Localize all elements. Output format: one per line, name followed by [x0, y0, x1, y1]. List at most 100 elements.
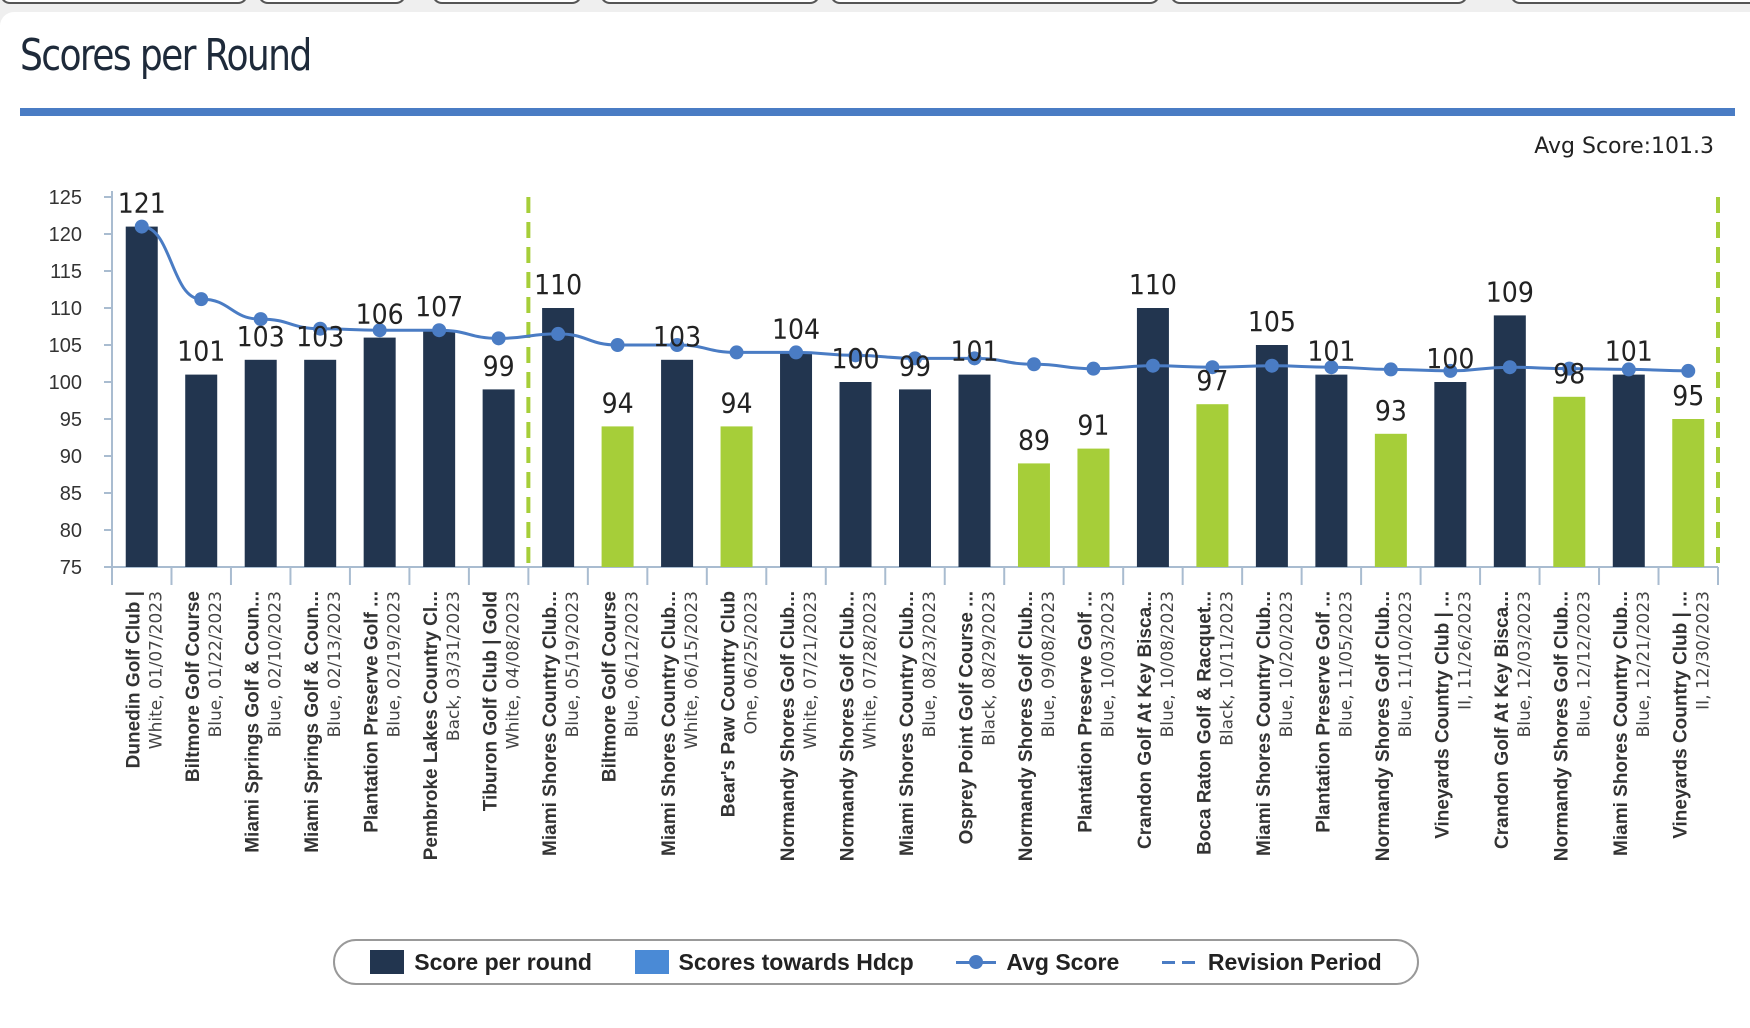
category-tee-date: One, 06/25/2023 [742, 591, 762, 734]
bar-value-label: 99 [899, 349, 931, 382]
y-tick-label: 85 [60, 483, 82, 505]
x-category-label: Plantation Preserve Golf ... Blue, 02/19/… [362, 591, 405, 833]
y-tick-label: 80 [60, 520, 82, 542]
bar [1136, 308, 1169, 567]
avg-score-point [908, 351, 922, 366]
y-tick-label: 105 [49, 335, 82, 357]
bar-value-label: 110 [534, 268, 582, 301]
bar-value-label: 103 [237, 320, 285, 353]
avg-score-point [1621, 362, 1636, 377]
x-category-label: Dunedin Golf Club | White, 01/07/2023 [124, 591, 167, 768]
bar [1612, 374, 1645, 567]
legend-revision-period[interactable]: Revision Period [1161, 949, 1382, 976]
category-name: Biltmore Golf Course [600, 591, 621, 782]
x-category-label: Biltmore Golf Course Blue, 06/12/2023 [600, 591, 643, 782]
category-name: Vineyards Country Club | ... [1432, 591, 1453, 839]
category-tee-date: Blue, 11/05/2023 [1336, 591, 1356, 737]
x-category-label: Miami Shores Country Club... White, 06/15… [659, 591, 702, 856]
bar [958, 374, 991, 567]
y-tick-label: 110 [50, 298, 82, 320]
x-category-label: Crandon Golf At Key Bisca... Blue, 12/03/… [1492, 591, 1535, 849]
bar [185, 374, 218, 567]
x-category-label: Vineyards Country Club | ... II, 11/26/20… [1432, 591, 1475, 839]
category-tee-date: Blue, 12/21/2023 [1634, 591, 1654, 737]
category-tee-date: Blue, 12/03/2023 [1515, 591, 1535, 737]
bar-value-label: 101 [1605, 335, 1653, 368]
y-tick-label: 115 [50, 261, 82, 283]
x-category-label: Osprey Point Golf Course ... Black, 08/29… [956, 591, 999, 844]
avg-score-point [1086, 361, 1101, 376]
bar [780, 352, 813, 567]
x-category-label: Normandy Shores Golf Club... Blue, 09/08/… [1016, 591, 1059, 861]
x-category-label: Miami Springs Golf & Coun... Blue, 02/13/… [302, 591, 345, 853]
x-category-label: Plantation Preserve Golf ... Blue, 11/05/… [1313, 591, 1356, 833]
category-tee-date: Blue, 10/08/2023 [1158, 591, 1178, 737]
category-name: Vineyards Country Club | ... [1670, 591, 1691, 839]
bar-value-label: 103 [653, 320, 701, 353]
category-tee-date: White, 04/08/2023 [504, 591, 524, 749]
bar [482, 389, 515, 567]
category-name: Plantation Preserve Golf ... [1313, 591, 1334, 833]
avg-score-point [313, 321, 328, 336]
category-tee-date: White, 01/07/2023 [147, 591, 167, 749]
bar-value-label: 107 [415, 290, 463, 323]
top-tab-strip [0, 0, 1750, 12]
avg-score-point [1443, 363, 1458, 378]
bar-value-label: 97 [1196, 364, 1228, 397]
hdcp-swatch-icon [634, 950, 669, 974]
category-tee-date: Blue, 02/13/2023 [325, 591, 345, 737]
x-category-label: Miami Shores Country Club... Blue, 05/19/… [540, 591, 583, 856]
avg-score-point [848, 348, 863, 363]
category-name: Biltmore Golf Course [183, 591, 204, 782]
bar [125, 226, 158, 567]
avg-score-label: Avg Score:101.3 [1534, 134, 1714, 159]
bar [839, 382, 872, 567]
avg-score-point [1324, 360, 1339, 375]
avg-score-point [1264, 358, 1279, 373]
category-tee-date: II, 12/30/2023 [1693, 591, 1713, 710]
category-name: Crandon Golf At Key Bisca... [1492, 591, 1513, 849]
bar-value-label: 109 [1486, 275, 1534, 308]
category-name: Normandy Shores Golf Club... [778, 591, 799, 861]
category-name: Normandy Shores Golf Club... [1373, 591, 1394, 861]
avg-score-point [134, 219, 149, 234]
legend-score-per-round[interactable]: Score per round [370, 949, 592, 976]
category-tee-date: Blue, 02/10/2023 [266, 591, 286, 737]
x-category-label: Normandy Shores Golf Club... Blue, 11/10/… [1373, 591, 1416, 861]
category-tee-date: Blue, 10/03/2023 [1098, 591, 1118, 737]
bar [423, 330, 456, 567]
bar [542, 308, 575, 567]
category-tee-date: Blue, 09/08/2023 [1039, 591, 1059, 737]
avg-score-point [1205, 360, 1220, 375]
avg-score-point [253, 312, 268, 327]
category-name: Plantation Preserve Golf ... [1075, 591, 1096, 833]
score-swatch-icon [370, 950, 405, 974]
legend-avg-score[interactable]: Avg Score [956, 949, 1119, 976]
category-name: Miami Springs Golf & Coun... [302, 591, 323, 853]
category-tee-date: Back, 03/31/2023 [444, 591, 464, 741]
category-name: Miami Shores Country Club... [897, 591, 918, 856]
bar [1374, 433, 1407, 567]
bar [1553, 396, 1586, 567]
bar-value-label: 110 [1129, 268, 1177, 301]
avg-score-point [729, 345, 744, 360]
category-name: Tiburon Golf Club | Gold [481, 591, 502, 811]
x-category-label: Normandy Shores Golf Club... White, 07/28… [838, 591, 881, 861]
category-name: Miami Shores Country Club... [540, 591, 561, 856]
bar [244, 359, 277, 567]
category-name: Miami Shores Country Club... [1611, 591, 1632, 856]
category-tee-date: White, 07/21/2023 [801, 591, 821, 749]
bar-value-label: 95 [1672, 379, 1704, 412]
bar [1672, 419, 1705, 567]
bar [304, 359, 337, 567]
legend-hdcp-label: Scores towards Hdcp [678, 948, 914, 975]
legend-scores-towards-hdcp[interactable]: Scores towards Hdcp [634, 948, 914, 976]
category-name: Plantation Preserve Golf ... [362, 591, 383, 833]
x-category-label: Miami Shores Country Club... Blue, 12/21/… [1611, 591, 1654, 856]
x-category-label: Normandy Shores Golf Club... White, 07/21… [778, 591, 821, 861]
category-tee-date: Blue, 02/19/2023 [385, 591, 405, 737]
y-tick-label: 100 [49, 372, 82, 394]
x-category-label: Vineyards Country Club | ... II, 12/30/20… [1670, 591, 1713, 839]
category-name: Boca Raton Golf & Racquet... [1194, 591, 1215, 855]
